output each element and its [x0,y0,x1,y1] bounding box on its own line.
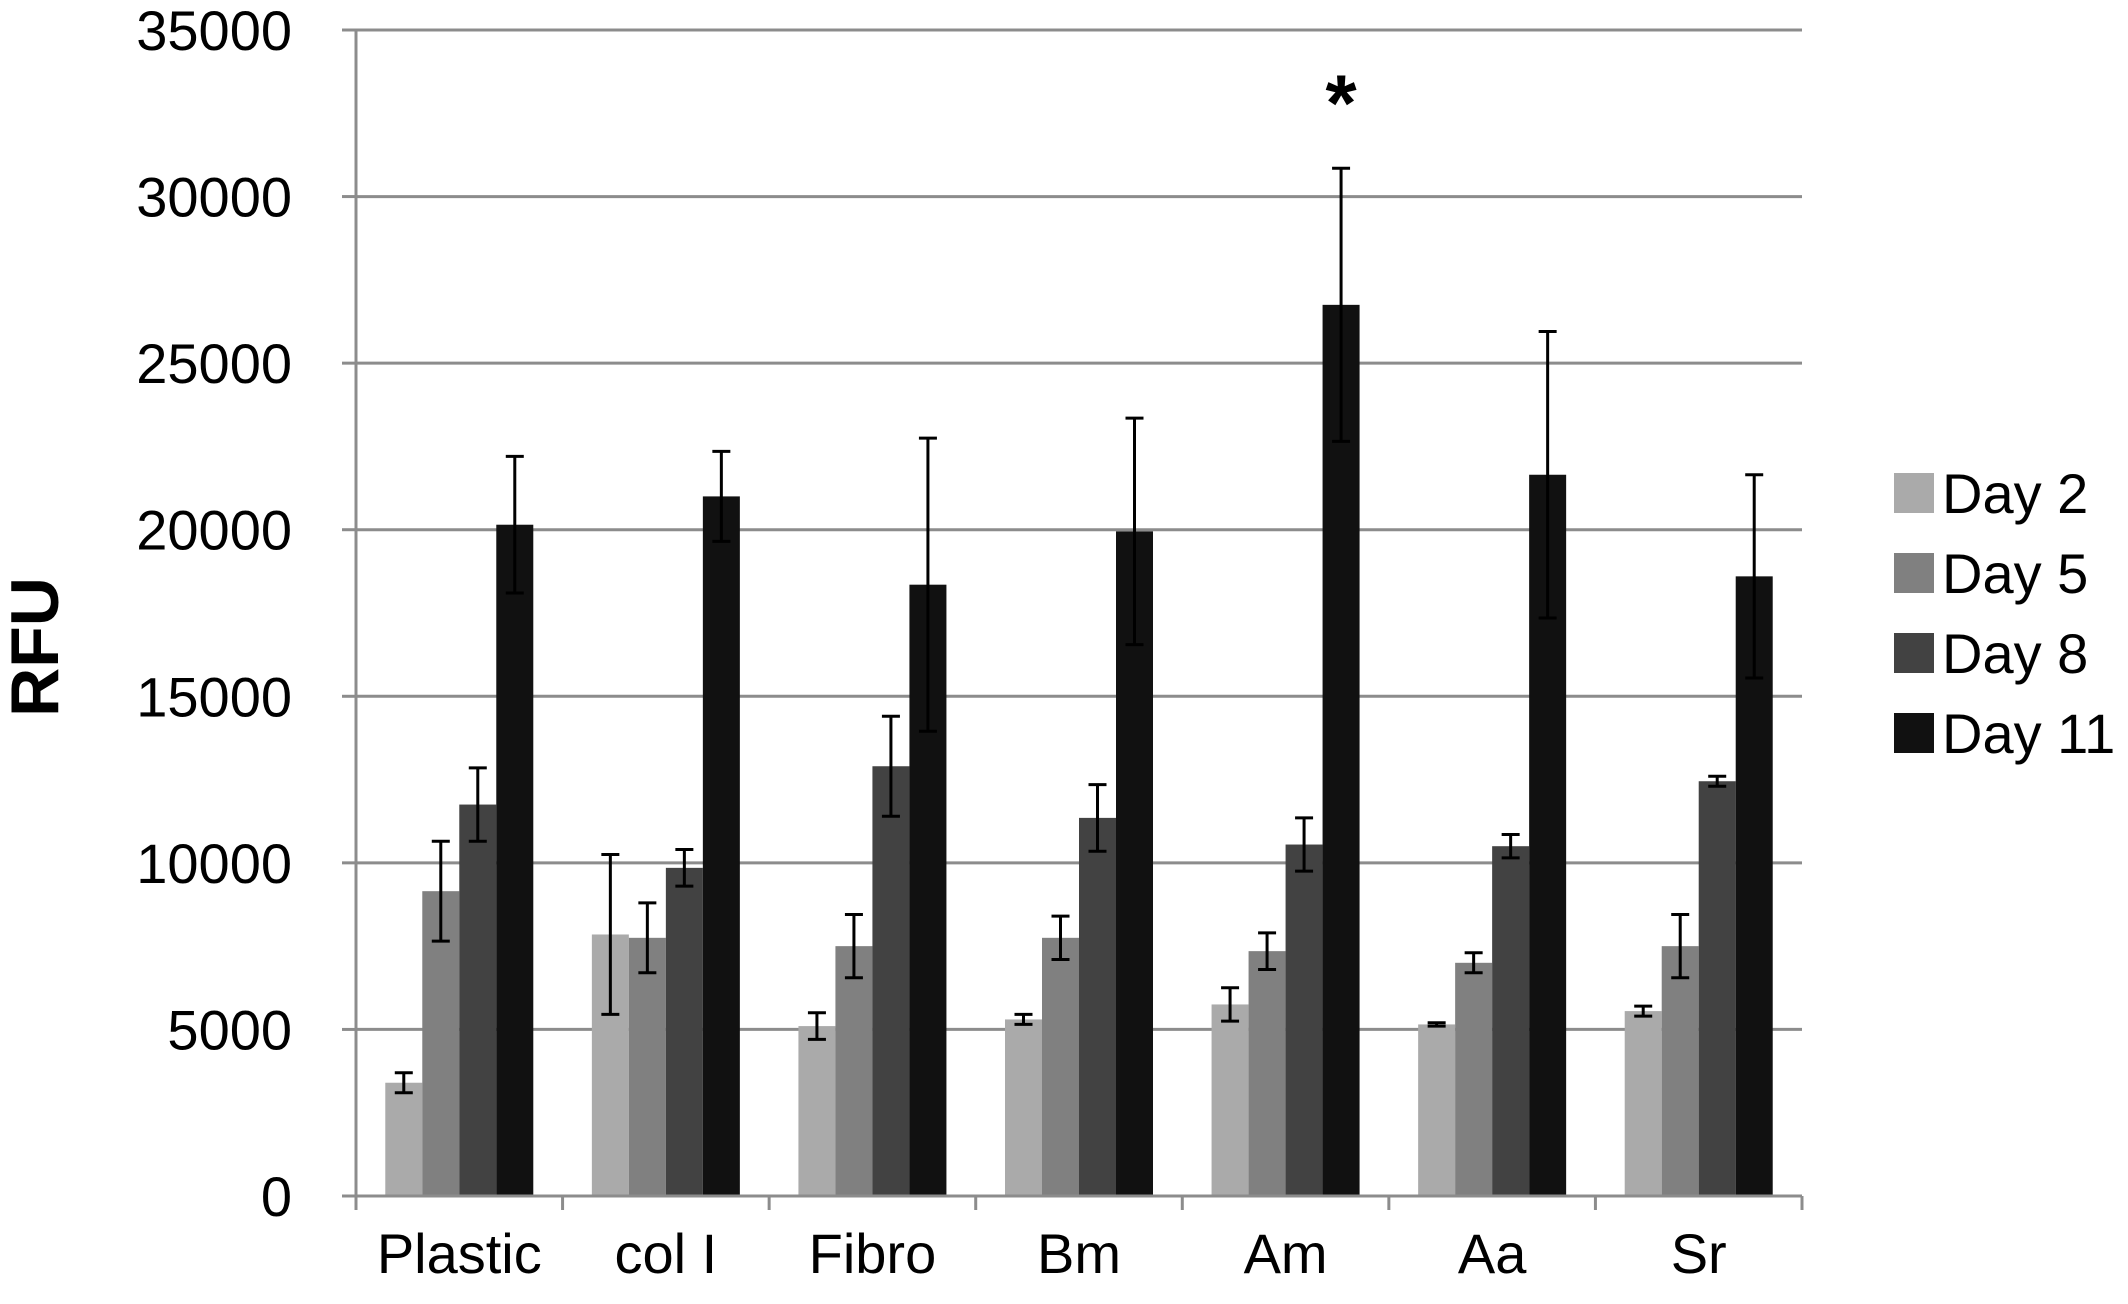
legend: Day 2 Day 5 Day 8 Day 11 [1894,462,2115,765]
bar-day-8-bm [1079,817,1116,1196]
bars [385,304,1773,1196]
error-bar [1538,329,1557,620]
error-bar [918,436,937,733]
error-bar [1501,833,1520,860]
x-category-label: Sr [1671,1222,1727,1285]
legend-item: Day 5 [1894,542,2088,605]
bar-day-5-am [1248,951,1286,1196]
error-bar [1332,166,1351,443]
legend-swatch [1894,553,1934,593]
error-bars [394,166,1764,1095]
bar-day-8-aa [1492,846,1530,1196]
error-bar [1634,1004,1653,1018]
legend-item: Day 11 [1894,702,2115,765]
error-bar [431,839,450,943]
y-tick-label: 0 [261,1165,292,1228]
y-axis-title: RFU [0,577,73,717]
legend-swatch [1894,633,1934,673]
bar-day-8-sr [1698,781,1736,1196]
x-category-label: Aa [1458,1222,1527,1285]
legend-swatch [1894,473,1934,513]
axes [342,28,1804,1210]
error-bar [1221,986,1240,1023]
x-category-label: Bm [1037,1222,1121,1285]
error-bar [1708,774,1727,788]
error-bar [638,901,657,975]
y-tick-label: 25000 [136,332,292,395]
bar-day-2-sr [1624,1011,1662,1196]
bar-day-5-fibro [835,946,873,1196]
bar-day-2-plastic [385,1082,423,1196]
error-bar [468,766,487,843]
legend-label: Day 2 [1942,462,2088,525]
bar-day-11-col-i [702,496,740,1196]
error-bar [1258,931,1277,971]
error-bar [844,912,863,980]
labels: 0 5000 10000 15000 20000 25000 30000 35000 Plast… [136,0,1726,1285]
legend-swatch [1894,713,1934,753]
bar-day-8-plastic [459,804,497,1196]
y-tick-label: 30000 [136,166,292,229]
x-category-label: Fibro [809,1222,937,1285]
y-tick-label: 15000 [136,665,292,728]
x-category-label: Am [1244,1222,1328,1285]
legend-item: Day 8 [1894,622,2088,685]
error-bar [712,449,731,543]
error-bar [394,1071,413,1095]
bar-day-5-col-i [628,937,666,1196]
bar-day-5-aa [1455,962,1493,1196]
bar-day-8-am [1285,844,1323,1196]
y-tick-label: 35000 [136,0,292,62]
y-tick-label: 20000 [136,499,292,562]
error-bar [1051,914,1070,961]
error-bar [881,714,900,818]
x-category-label: col I [615,1222,718,1285]
bar-day-2-aa [1418,1024,1456,1196]
error-bar [807,1011,826,1041]
legend-item: Day 2 [1894,462,2088,525]
bar-day-11-sr [1735,576,1773,1196]
legend-label: Day 5 [1942,542,2088,605]
error-bar [1125,416,1144,647]
error-bar [675,848,694,888]
y-tick-label: 10000 [136,832,292,895]
gridlines [356,28,1802,1031]
error-bar [1464,951,1483,975]
error-bar [1745,473,1764,680]
error-bar [1427,1021,1446,1028]
y-tick-label: 5000 [167,998,292,1061]
error-bar [1014,1012,1033,1026]
error-bar [1671,912,1690,980]
significance-marker: * [1326,58,1358,147]
bar-day-5-bm [1042,937,1079,1196]
bar-day-2-am [1211,1004,1249,1196]
bar-day-11-plastic [496,524,534,1196]
bar-day-5-sr [1661,946,1699,1196]
error-bar [1295,816,1314,873]
bar-day-8-fibro [872,766,910,1196]
bar-day-2-fibro [798,1026,836,1196]
error-bar [601,853,620,1016]
bar-day-2-bm [1005,1019,1042,1196]
x-category-label: Plastic [377,1222,542,1285]
error-bar [505,454,524,595]
bar-day-11-am [1322,304,1360,1196]
legend-label: Day 8 [1942,622,2088,685]
legend-label: Day 11 [1942,702,2115,765]
error-bar [1088,783,1107,853]
bar-day-8-col-i [665,867,703,1196]
